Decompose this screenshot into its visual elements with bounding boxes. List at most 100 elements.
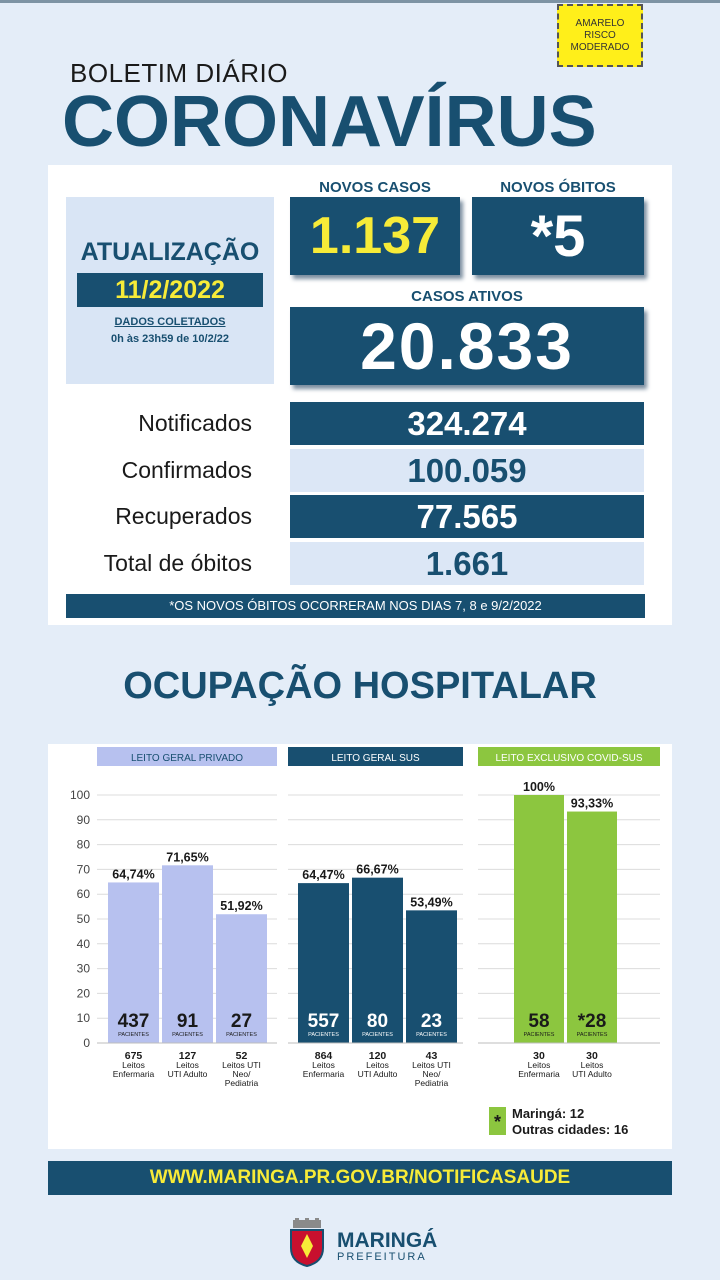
- bar-value-label: 66,67%: [356, 863, 398, 877]
- bar-bed-count: 30: [586, 1050, 598, 1062]
- y-tick-label: 0: [83, 1036, 90, 1050]
- bar-patient-unit: PACIENTES: [172, 1032, 203, 1038]
- notified-value: 324.274: [290, 402, 644, 445]
- y-tick-label: 40: [77, 937, 91, 951]
- bar-category-label: Leitos UTI: [222, 1060, 261, 1070]
- logo-name: MARINGÁ: [337, 1229, 438, 1252]
- group-header-title: LEITO EXCLUSIVO COVID-SUS: [495, 753, 642, 764]
- bar: [108, 882, 159, 1043]
- y-tick-label: 90: [77, 813, 91, 827]
- footnote-line: Maringá: 12: [512, 1106, 584, 1121]
- risk-level-badge: AMARELO RISCO MODERADO: [557, 4, 643, 67]
- bar-bed-count: 43: [426, 1050, 438, 1062]
- bar-category-label: Leitos: [176, 1060, 199, 1070]
- bar-patient-unit: PACIENTES: [577, 1032, 608, 1038]
- group-header-title: LEITO GERAL SUS: [331, 753, 420, 764]
- y-tick-label: 30: [77, 962, 91, 976]
- collected-range: 0h às 23h59 de 10/2/22: [110, 333, 230, 345]
- bar-value-label: 64,74%: [112, 867, 154, 881]
- bar-category-label: Enfermaria: [518, 1069, 560, 1079]
- bar-patient-unit: PACIENTES: [308, 1032, 339, 1038]
- bar-category-label: Pediatria: [225, 1078, 259, 1088]
- bar-category-label: UTI Adulto: [168, 1069, 208, 1079]
- logo-subtitle: PREFEITURA: [337, 1251, 427, 1263]
- y-tick-label: 100: [70, 788, 90, 802]
- active-cases-label: CASOS ATIVOS: [411, 288, 523, 305]
- bar-value-label: 51,92%: [220, 899, 262, 913]
- bar-category-label: Enfermaria: [303, 1069, 345, 1079]
- notified-label: Notificados: [138, 410, 252, 436]
- new-cases-label: NOVOS CASOS: [319, 179, 431, 196]
- bar-patient-unit: PACIENTES: [226, 1032, 257, 1038]
- bar-bed-count: 127: [179, 1050, 197, 1062]
- bar-category-label: Neo/: [423, 1069, 442, 1079]
- bar-patient-unit: PACIENTES: [524, 1032, 555, 1038]
- y-tick-label: 50: [77, 912, 91, 926]
- recovered-label: Recuperados: [115, 503, 252, 529]
- bar: [567, 811, 617, 1043]
- bar-category-label: Leitos: [312, 1060, 335, 1070]
- bar-category-label: UTI Adulto: [572, 1069, 612, 1079]
- y-tick-label: 80: [77, 838, 91, 852]
- y-tick-label: 20: [77, 986, 91, 1000]
- bar-category-label: Enfermaria: [113, 1069, 155, 1079]
- bar-value-label: 64,47%: [302, 868, 344, 882]
- group-header-bg: [97, 747, 277, 766]
- bulletin-subtitle: BOLETIM DIÁRIO: [70, 58, 288, 88]
- bar-patient-unit: PACIENTES: [118, 1032, 149, 1038]
- y-tick-label: 60: [77, 887, 91, 901]
- deaths-note: *OS NOVOS ÓBITOS OCORRERAM NOS DIAS 7, 8…: [66, 594, 645, 618]
- bar: [298, 883, 349, 1043]
- bar-category-label: Leitos: [122, 1060, 145, 1070]
- bar-bed-count: 675: [125, 1050, 143, 1062]
- bar-patient-count: *28: [578, 1011, 607, 1032]
- bar-patient-count: 437: [118, 1011, 150, 1032]
- risk-line-3: MODERADO: [570, 41, 630, 53]
- bar-category-label: Leitos: [366, 1060, 389, 1070]
- bar: [216, 914, 267, 1043]
- hospital-section-title: OCUPAÇÃO HOSPITALAR: [123, 665, 597, 707]
- bar-bed-count: 864: [315, 1050, 333, 1062]
- bar-bed-count: 52: [236, 1050, 248, 1062]
- bar-bed-count: 120: [369, 1050, 387, 1062]
- bar-patient-unit: PACIENTES: [416, 1032, 447, 1038]
- footnote-marker: *: [494, 1112, 501, 1132]
- update-title: ATUALIZAÇÃO: [80, 238, 260, 266]
- collected-label: DADOS COLETADOS: [114, 316, 226, 328]
- update-date: 11/2/2022: [77, 273, 263, 307]
- bar-category-label: Leitos: [581, 1060, 604, 1070]
- bar-patient-count: 557: [308, 1011, 340, 1032]
- total-deaths-label: Total de óbitos: [103, 550, 252, 576]
- footnote-marker-box: [489, 1107, 506, 1135]
- confirmed-label: Confirmados: [121, 457, 252, 483]
- bar-patient-count: 58: [528, 1011, 549, 1032]
- footnote-line: Outras cidades: 16: [512, 1122, 628, 1137]
- recovered-value: 77.565: [290, 495, 644, 538]
- y-tick-label: 10: [77, 1011, 91, 1025]
- footer-url[interactable]: WWW.MARINGA.PR.GOV.BR/NOTIFICASAUDE: [48, 1161, 672, 1195]
- top-border: [0, 0, 720, 3]
- risk-line-1: AMARELO: [575, 17, 625, 29]
- group-header-bg: [288, 747, 463, 766]
- bar-value-label: 53,49%: [410, 895, 452, 909]
- bar-category-label: Leitos: [528, 1060, 551, 1070]
- page-title: CORONAVÍRUS: [62, 82, 597, 162]
- bar-patient-count: 27: [231, 1011, 252, 1032]
- hospital-occupancy-chart: 0 10 20 30 40 50 60 70 80 90 100 LEITO GERAL PRIVAD…: [70, 747, 660, 1137]
- bar-category-label: Leitos UTI: [412, 1060, 451, 1070]
- maringa-coat-of-arms-logo: [290, 1218, 324, 1268]
- bar: [162, 865, 213, 1043]
- bar-value-label: 100%: [523, 780, 555, 794]
- bar: [352, 877, 403, 1043]
- bar-patient-unit: PACIENTES: [362, 1032, 393, 1038]
- bar-value-label: 93,33%: [571, 797, 613, 811]
- new-deaths-label: NOVOS ÓBITOS: [500, 179, 616, 196]
- bar: [406, 910, 457, 1043]
- bar-patient-count: 23: [421, 1011, 442, 1032]
- group-header-bg: [478, 747, 660, 766]
- bar-category-label: UTI Adulto: [358, 1069, 398, 1079]
- group-header-title: LEITO GERAL PRIVADO: [131, 753, 243, 764]
- new-deaths-value: *5: [472, 197, 644, 275]
- new-cases-value: 1.137: [290, 197, 460, 275]
- risk-line-2: RISCO: [584, 29, 616, 41]
